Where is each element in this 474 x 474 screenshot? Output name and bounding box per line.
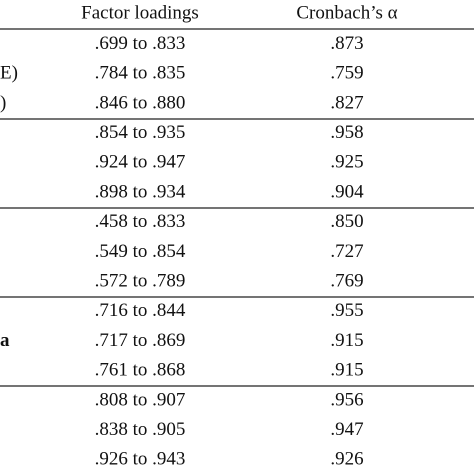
cell: .956 (330, 389, 363, 410)
cell: .761 to .868 (95, 360, 186, 381)
cell: .915 (330, 330, 363, 351)
cell: .769 (330, 270, 363, 291)
cell: .924 to .947 (95, 152, 186, 173)
cell: .955 (330, 300, 363, 321)
column-header: Cronbach’s α (296, 2, 397, 23)
cell: .784 to .835 (95, 63, 186, 84)
cell: .838 to .905 (95, 419, 186, 440)
cell: .549 to .854 (95, 241, 186, 262)
cell: .904 (330, 181, 364, 202)
cell: .458 to .833 (95, 211, 186, 232)
cell: .699 to .833 (95, 33, 186, 54)
cell: .827 (330, 92, 363, 113)
cell: .854 to .935 (95, 122, 186, 143)
cell: .898 to .934 (95, 181, 186, 202)
cell: .926 to .943 (95, 449, 186, 470)
cell: .915 (330, 360, 363, 381)
cell: .947 (330, 419, 363, 440)
column-header: Factor loadings (81, 2, 199, 23)
row-label: ) (0, 92, 6, 113)
cell: .716 to .844 (95, 300, 186, 321)
cell: .572 to .789 (95, 270, 186, 291)
cell: .873 (330, 33, 363, 54)
cell: .808 to .907 (95, 389, 186, 410)
cell: .727 (330, 241, 363, 262)
cell: .759 (330, 63, 363, 84)
row-label: a (0, 330, 10, 351)
cell: .717 to .869 (95, 330, 186, 351)
cell: .850 (330, 211, 363, 232)
cell: .958 (330, 122, 363, 143)
row-label: E) (0, 63, 18, 84)
cell: .925 (330, 152, 363, 173)
cell: .846 to .880 (95, 92, 186, 113)
cell: .926 (330, 449, 363, 470)
